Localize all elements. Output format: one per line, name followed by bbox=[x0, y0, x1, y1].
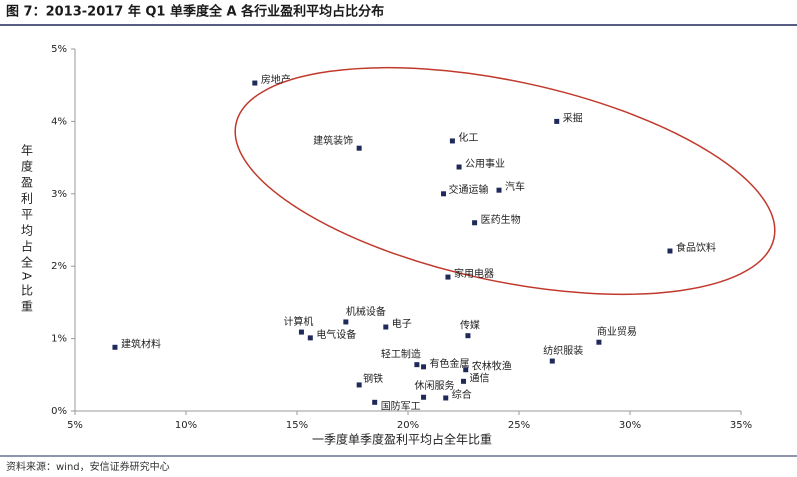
point bbox=[372, 399, 378, 405]
point bbox=[449, 138, 455, 144]
point-label: 机械设备 bbox=[346, 305, 386, 318]
point bbox=[343, 319, 349, 325]
point-label: 房地产 bbox=[261, 73, 291, 86]
point bbox=[445, 274, 451, 280]
point-label: 电气设备 bbox=[316, 328, 356, 341]
point bbox=[414, 362, 420, 368]
point-label: 采掘 bbox=[563, 111, 583, 124]
point bbox=[463, 367, 469, 373]
y-tick-label: 2% bbox=[51, 261, 67, 272]
point bbox=[461, 378, 466, 384]
point bbox=[456, 164, 462, 170]
point-label: 国防军工 bbox=[381, 399, 421, 412]
point bbox=[554, 118, 560, 124]
point-label: 休闲服务 bbox=[415, 379, 455, 392]
point-label: 传媒 bbox=[460, 320, 480, 332]
source-note: 资料来源：wind，安信证券研究中心 bbox=[6, 460, 170, 473]
point bbox=[549, 358, 555, 364]
y-tick-label: 3% bbox=[51, 189, 67, 200]
x-axis-label: 一季度单季度盈利平均占全年比重 bbox=[312, 432, 492, 447]
x-tick-label: 5% bbox=[67, 420, 83, 431]
point-label: 电子 bbox=[392, 317, 412, 330]
point-label: 农林牧渔 bbox=[472, 360, 512, 373]
point bbox=[383, 324, 389, 330]
point bbox=[421, 394, 427, 400]
point-label: 公用事业 bbox=[465, 157, 505, 170]
point bbox=[421, 364, 427, 370]
y-axis-label: 年度盈利平均占全A比重 bbox=[20, 143, 34, 316]
point-label: 医药生物 bbox=[481, 213, 521, 226]
point bbox=[596, 339, 602, 345]
point bbox=[112, 344, 118, 350]
point-label: 计算机 bbox=[283, 315, 313, 328]
y-tick-label: 4% bbox=[51, 116, 67, 127]
point-label: 交通运输 bbox=[449, 183, 489, 196]
point bbox=[298, 329, 304, 335]
point bbox=[441, 191, 447, 197]
x-tick-label: 20% bbox=[397, 420, 419, 431]
point-label: 化工 bbox=[458, 131, 478, 144]
point bbox=[465, 333, 471, 339]
x-tick-label: 35% bbox=[730, 420, 752, 431]
point-label: 通信 bbox=[470, 372, 490, 384]
point bbox=[443, 395, 449, 401]
point bbox=[356, 145, 362, 151]
x-tick-label: 30% bbox=[619, 420, 641, 431]
y-tick-label: 5% bbox=[51, 44, 67, 55]
point bbox=[667, 248, 673, 254]
y-tick-label: 1% bbox=[51, 334, 67, 345]
point-label: 建筑装饰 bbox=[313, 134, 353, 147]
x-tick-label: 15% bbox=[286, 420, 308, 431]
point-label: 轻工制造 bbox=[381, 348, 421, 361]
chart-title: 图 7：2013-2017 年 Q1 单季度全 A 各行业盈利平均占比分布 bbox=[6, 4, 384, 20]
point-label: 家用电器 bbox=[454, 267, 494, 280]
point-label: 纺织服装 bbox=[543, 344, 583, 357]
x-tick-label: 10% bbox=[175, 420, 197, 431]
point-label: 钢铁 bbox=[363, 372, 383, 385]
x-tick-label: 25% bbox=[508, 420, 530, 431]
point bbox=[472, 220, 478, 226]
point-label: 有色金属 bbox=[430, 357, 470, 370]
highlight-ellipse bbox=[234, 66, 776, 296]
point-label: 商业贸易 bbox=[597, 325, 637, 338]
point bbox=[356, 382, 362, 388]
point-label: 食品饮料 bbox=[676, 241, 716, 254]
y-tick-label: 0% bbox=[51, 406, 67, 417]
point bbox=[307, 335, 313, 341]
point-label: 建筑材料 bbox=[121, 337, 161, 350]
point-label: 汽车 bbox=[505, 180, 525, 193]
point-label: 综合 bbox=[452, 388, 472, 401]
point bbox=[252, 80, 258, 86]
point bbox=[496, 187, 502, 193]
